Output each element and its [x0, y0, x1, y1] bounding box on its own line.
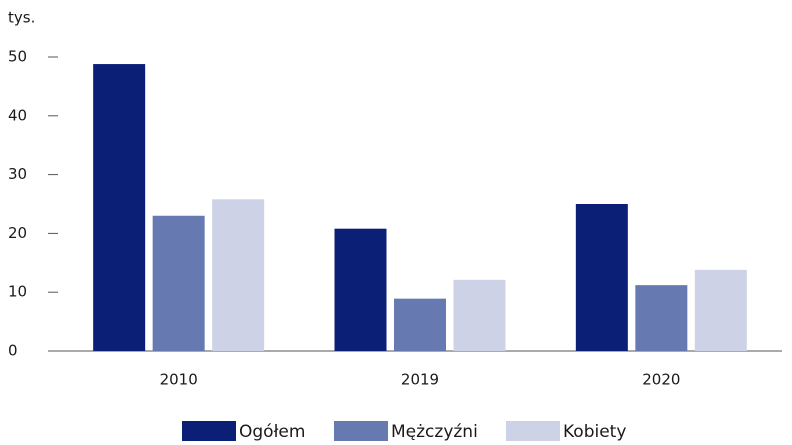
bar: [575, 204, 628, 351]
bar: [635, 285, 688, 351]
legend-swatch: [182, 421, 236, 442]
y-tick-label: 40: [8, 106, 27, 124]
legend-swatch: [506, 421, 560, 442]
x-tick-label: 2010: [160, 371, 198, 389]
bar: [394, 298, 446, 351]
bar: [694, 269, 747, 351]
legend-label: Ogółem: [239, 422, 305, 441]
bar: [334, 228, 387, 351]
y-tick-label: 10: [8, 283, 27, 301]
y-tick-label: 50: [8, 48, 27, 66]
legend-swatch: [334, 421, 388, 442]
bar: [453, 279, 506, 351]
x-tick-label: 2020: [642, 371, 680, 389]
y-axis-unit: tys.: [8, 9, 35, 27]
bar: [152, 215, 205, 351]
y-tick-label: 20: [8, 224, 27, 242]
bar: [93, 64, 146, 351]
legend-label: Mężczyźni: [391, 422, 478, 441]
bar: [212, 199, 265, 351]
legend-label: Kobiety: [563, 422, 626, 441]
x-tick-label: 2019: [401, 371, 439, 389]
y-tick-label: 30: [8, 165, 27, 183]
y-tick-label: 0: [8, 342, 18, 360]
